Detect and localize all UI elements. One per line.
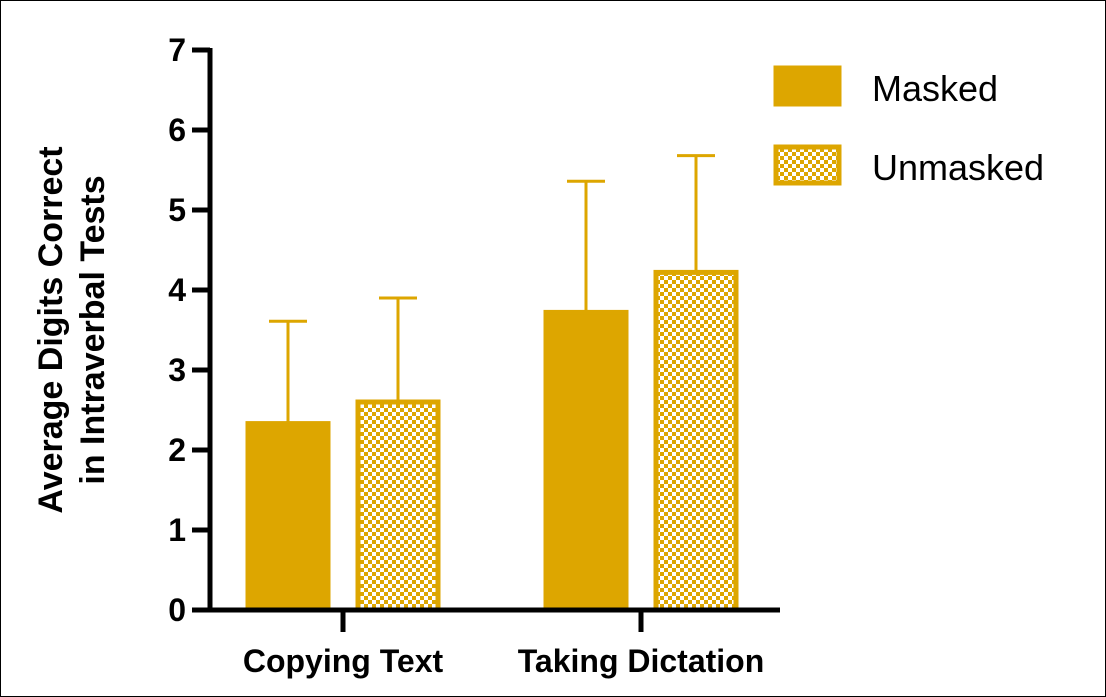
bar-masked-2 bbox=[543, 309, 629, 613]
y-tick-label-1: 1 bbox=[168, 512, 186, 548]
legend-swatch-masked bbox=[773, 65, 842, 107]
y-tick-label-6: 6 bbox=[168, 112, 186, 148]
y-tick-label-7: 7 bbox=[168, 32, 186, 68]
bar-unmasked-1 bbox=[355, 399, 441, 613]
y-tick-label-2: 2 bbox=[168, 432, 186, 468]
x-tick-label-1: Copying Text bbox=[243, 643, 444, 679]
y-tick-label-0: 0 bbox=[168, 592, 186, 628]
y-tick-label-3: 3 bbox=[168, 352, 186, 388]
y-axis-title-line2: in Intraverbal Tests bbox=[74, 175, 112, 484]
legend-swatch-unmasked bbox=[773, 144, 842, 186]
y-tick-label-5: 5 bbox=[168, 192, 186, 228]
legend-label-masked: Masked bbox=[872, 68, 998, 109]
bar-masked-1 bbox=[245, 421, 331, 613]
legend-label-unmasked: Unmasked bbox=[872, 147, 1044, 188]
legend: Masked Unmasked bbox=[773, 65, 1044, 188]
x-tick-label-2: Taking Dictation bbox=[518, 643, 765, 679]
y-axis-title-line1: Average Digits Correct bbox=[32, 146, 70, 513]
y-tick-label-4: 4 bbox=[168, 272, 186, 308]
bar-unmasked-2 bbox=[653, 269, 739, 613]
